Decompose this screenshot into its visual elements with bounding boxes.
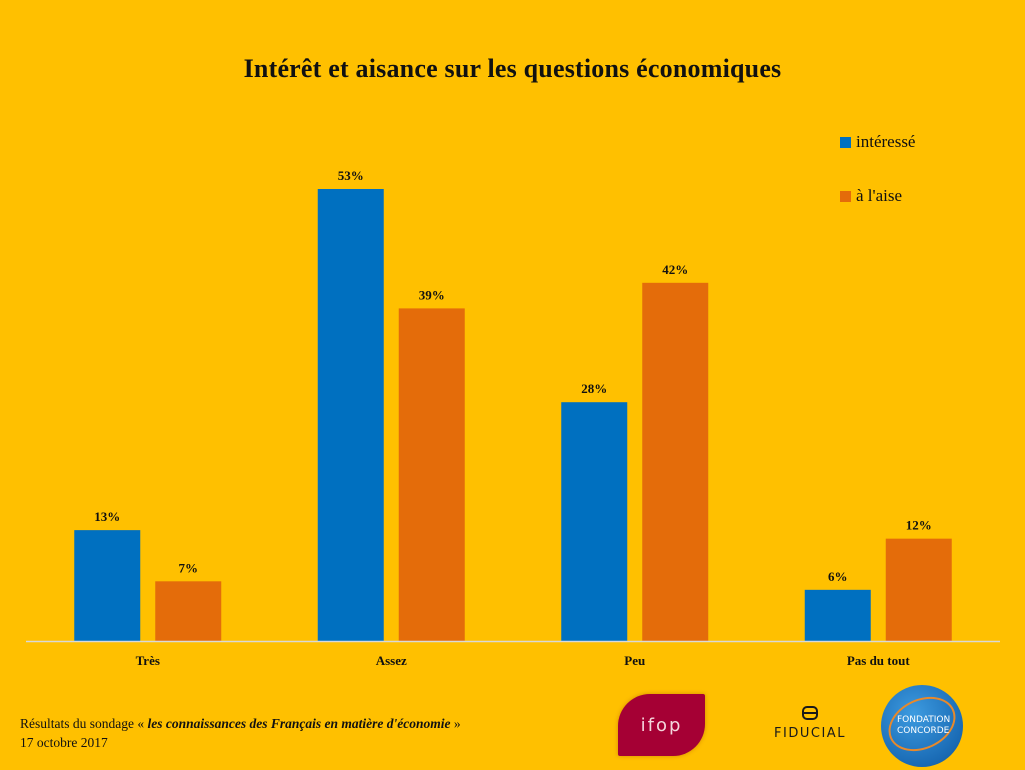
legend-item-a-l-aise: à l'aise: [840, 184, 915, 208]
legend-swatch-a-l-aise: [840, 190, 851, 202]
bar-a-l-aise: [642, 282, 709, 641]
ifop-logo-text: ifop: [640, 714, 683, 736]
data-label: 39%: [419, 287, 445, 302]
survey-title: les connaissances des Français en matièr…: [147, 716, 451, 731]
data-label: 13%: [94, 509, 120, 524]
footer-source: Résultats du sondage « les connaissances…: [20, 714, 461, 752]
bar-interesse: [561, 402, 628, 641]
x-tick-label: Pas du tout: [847, 653, 911, 668]
bar-interesse: [804, 589, 871, 641]
bar-a-l-aise: [398, 308, 465, 641]
data-label: 53%: [338, 168, 364, 183]
bar-chart: 13% 7% Très 53% 39% Assez 28% 42% Peu 6% 12% Pas du…: [26, 168, 1000, 668]
concorde-line1: FONDATION: [897, 715, 951, 725]
legend-swatch-interesse: [840, 136, 851, 148]
legend: intéressé à l'aise: [840, 130, 915, 238]
data-label: 28%: [581, 381, 607, 396]
bar-a-l-aise: [155, 581, 222, 641]
bar-interesse: [317, 189, 384, 641]
legend-label: intéressé: [856, 132, 916, 151]
footer-line-survey: Résultats du sondage « les connaissances…: [20, 714, 461, 733]
data-label: 42%: [662, 262, 688, 277]
bar-a-l-aise: [885, 538, 952, 641]
fiducial-glyph-icon: [802, 706, 818, 720]
data-label: 7%: [179, 560, 199, 575]
concorde-line2: CONCORDE: [897, 726, 950, 736]
x-tick-label: Peu: [624, 653, 645, 668]
footer-suffix: »: [450, 716, 461, 731]
chart-title: Intérêt et aisance sur les questions éco…: [243, 54, 782, 83]
footer-date: 17 octobre 2017: [20, 735, 108, 750]
fiducial-logo-text: FIDUCIAL: [774, 726, 846, 741]
bar-interesse: [74, 530, 141, 641]
legend-item-interesse: intéressé: [840, 130, 915, 154]
footer-prefix: Résultats du sondage «: [20, 716, 148, 731]
ifop-logo: ifop: [618, 694, 705, 756]
fiducial-logo: FIDUCIAL: [760, 706, 860, 741]
data-label: 6%: [828, 569, 848, 584]
x-tick-label: Très: [136, 653, 160, 668]
legend-label: à l'aise: [856, 186, 903, 205]
fondation-concorde-logo: FONDATION CONCORDE: [881, 685, 963, 767]
data-label: 12%: [906, 518, 932, 533]
x-tick-label: Assez: [376, 653, 407, 668]
